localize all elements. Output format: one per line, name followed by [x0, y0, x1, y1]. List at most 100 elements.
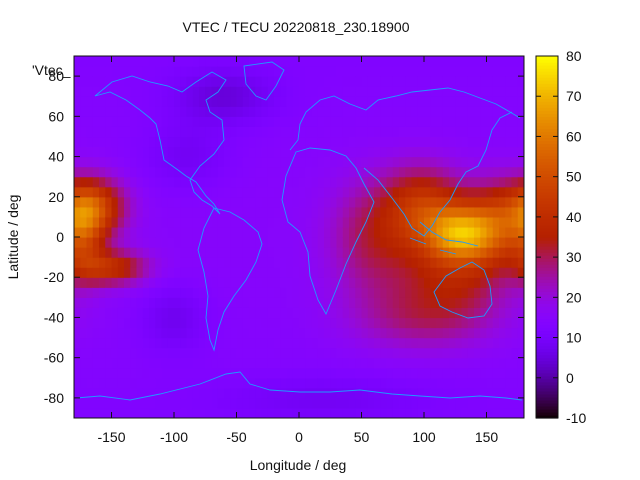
heatmap-cell [317, 166, 325, 178]
heatmap-cell [367, 257, 375, 268]
heatmap-cell [392, 407, 400, 418]
heatmap-cell [186, 186, 194, 198]
heatmap-cell [161, 66, 169, 77]
heatmap-cell [124, 307, 131, 319]
heatmap-cell [230, 206, 238, 218]
heatmap-cell [436, 307, 444, 319]
heatmap-cell [161, 136, 169, 148]
heatmap-cell [136, 226, 144, 238]
x-tick-label: 150 [475, 429, 499, 445]
heatmap-cell [192, 367, 200, 379]
heatmap-cell [424, 66, 431, 77]
heatmap-cell [192, 357, 200, 369]
heatmap-cell [180, 407, 188, 418]
heatmap-cell [317, 387, 325, 399]
heatmap-cell [286, 206, 294, 218]
heatmap-cell [411, 76, 419, 87]
heatmap-cell [105, 216, 113, 228]
heatmap-cell [111, 297, 119, 308]
heatmap-cell [174, 56, 181, 67]
heatmap-cell [392, 86, 400, 97]
heatmap-cell [386, 277, 394, 288]
heatmap-cell [336, 116, 344, 127]
heatmap-cell [261, 186, 269, 198]
heatmap-cell [255, 156, 263, 168]
heatmap-cell [411, 116, 419, 127]
heatmap-cell [336, 377, 344, 389]
heatmap-cell [199, 317, 206, 329]
heatmap-cell [261, 66, 269, 77]
heatmap-cell [174, 387, 181, 399]
heatmap-cell [261, 347, 269, 359]
heatmap-cell [355, 237, 363, 248]
heatmap-cell [267, 166, 275, 178]
heatmap-cell [217, 357, 225, 369]
heatmap-cell [311, 56, 319, 67]
heatmap-cell [367, 196, 375, 208]
heatmap-cell [336, 287, 344, 298]
heatmap-cell [167, 287, 175, 298]
heatmap-cell [80, 136, 88, 148]
heatmap-cell [374, 96, 381, 107]
heatmap-cell [286, 86, 294, 97]
heatmap-cell [317, 206, 325, 218]
colorbar-segment [536, 249, 558, 253]
heatmap-cell [361, 96, 369, 107]
heatmap-cell [361, 377, 369, 389]
heatmap-cell [174, 317, 181, 329]
heatmap-cell [349, 387, 356, 399]
heatmap-cell [274, 357, 281, 369]
heatmap-cell [467, 337, 475, 349]
heatmap-cell [380, 96, 388, 107]
heatmap-cell [217, 387, 225, 399]
heatmap-cell [99, 76, 106, 87]
heatmap-cell [455, 116, 463, 127]
heatmap-cell [117, 76, 125, 87]
heatmap-cell [155, 327, 163, 339]
heatmap-cell [280, 347, 288, 359]
heatmap-cell [455, 357, 463, 369]
heatmap-cell [305, 196, 313, 208]
heatmap-cell [361, 166, 369, 178]
colorbar-segment [536, 122, 558, 126]
heatmap-cell [324, 186, 331, 198]
colorbar-segment [536, 212, 558, 217]
heatmap-cell [380, 66, 388, 77]
colorbar-segment [536, 354, 558, 359]
heatmap-cell [74, 76, 81, 87]
heatmap-cell [167, 76, 175, 87]
heatmap-cell [324, 347, 331, 359]
heatmap-cell [311, 367, 319, 379]
heatmap-cell [286, 247, 294, 258]
heatmap-cell [317, 267, 325, 278]
heatmap-cell [374, 247, 381, 258]
greenland-coast [243, 61, 285, 101]
heatmap-cell [161, 176, 169, 188]
heatmap-cell [74, 337, 81, 349]
heatmap-cell [324, 136, 331, 148]
heatmap-cell [105, 307, 113, 319]
heatmap-cell [386, 176, 394, 188]
heatmap-cell [349, 186, 356, 198]
heatmap-cell [86, 216, 94, 228]
heatmap-cell [130, 126, 138, 138]
heatmap-cell [186, 126, 194, 138]
heatmap-cell [411, 337, 419, 349]
heatmap-cell [255, 106, 263, 117]
heatmap-cell [199, 146, 206, 158]
heatmap-cell [174, 307, 181, 319]
heatmap-cell [136, 357, 144, 369]
heatmap-cell [155, 337, 163, 349]
heatmap-cell [355, 216, 363, 228]
heatmap-cell [511, 76, 519, 87]
heatmap-cell [299, 337, 306, 349]
heatmap-cell [211, 387, 219, 399]
heatmap-cell [336, 407, 344, 418]
heatmap-cell [242, 347, 250, 359]
heatmap-cell [374, 287, 381, 298]
heatmap-cell [99, 337, 106, 349]
heatmap-cell [517, 56, 524, 67]
heatmap-cell [505, 66, 513, 77]
heatmap-cell [455, 206, 463, 218]
heatmap-cell [336, 176, 344, 188]
